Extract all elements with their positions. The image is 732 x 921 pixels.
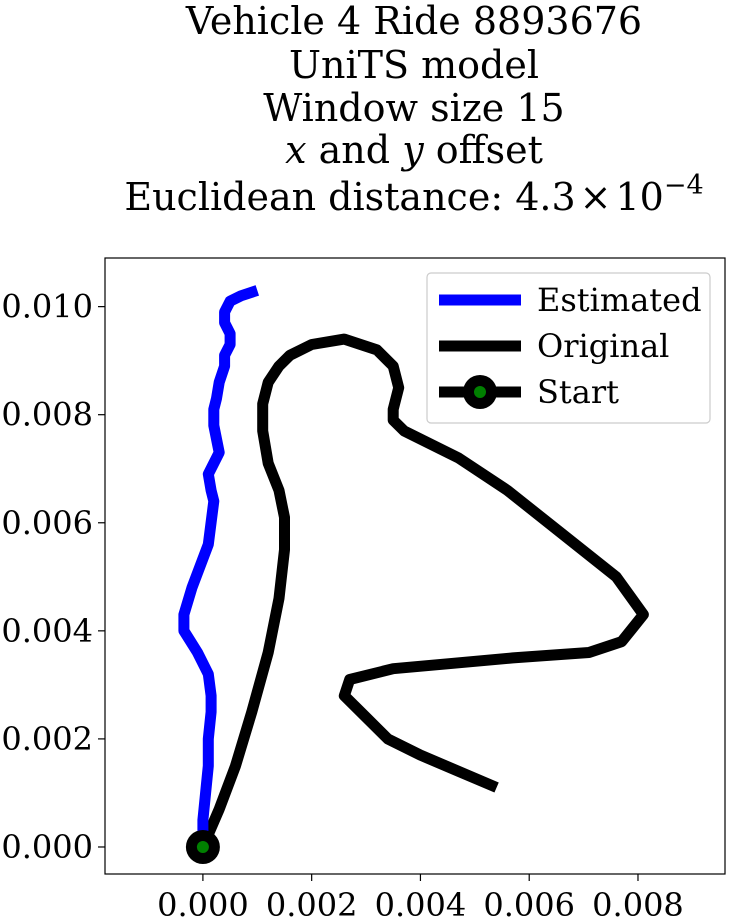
plot-frame xyxy=(104,257,726,875)
x-tick-label: 0.004 xyxy=(375,886,467,921)
series-line-original xyxy=(197,333,649,850)
legend-box xyxy=(426,272,711,424)
y-tick-label: 0.006 xyxy=(1,504,93,542)
marker-layer xyxy=(185,829,220,864)
legend: Estimated Original Start xyxy=(426,272,711,424)
start-marker-inner xyxy=(196,840,209,853)
title-distance-times: × xyxy=(580,175,612,219)
legend-label-estimated: Estimated xyxy=(537,281,702,319)
legend-marker-inner xyxy=(474,386,486,398)
title-offset-suffix: offset xyxy=(424,128,543,172)
chart-title: Vehicle 4 Ride 8893676 UniTS model Windo… xyxy=(124,0,703,219)
plot-area xyxy=(178,285,649,850)
x-tick-label: 0.000 xyxy=(157,886,249,921)
y-tick-label: 0.008 xyxy=(1,396,93,434)
legend-label-start: Start xyxy=(537,373,619,411)
title-line-2: UniTS model xyxy=(289,43,539,87)
title-x-var: x xyxy=(285,128,306,172)
series-line-estimated xyxy=(178,285,260,847)
title-line-3: Window size 15 xyxy=(263,86,564,130)
title-distance-mantissa: 4.3 xyxy=(515,175,575,219)
title-and-word: and xyxy=(307,128,403,172)
y-tick-label: 0.004 xyxy=(1,612,93,650)
title-y-var: y xyxy=(400,128,424,172)
title-line-5: Euclidean distance: 4.3 × 10−4 xyxy=(124,170,703,219)
x-axis: 0.000 0.002 0.004 0.006 0.008 xyxy=(157,874,684,921)
legend-label-original: Original xyxy=(537,327,669,365)
title-distance-exponent: −4 xyxy=(664,170,704,201)
title-distance-base: 10 xyxy=(615,175,663,219)
title-line-4: x and y offset xyxy=(285,128,543,172)
y-tick-label: 0.002 xyxy=(1,720,93,758)
title-line-1: Vehicle 4 Ride 8893676 xyxy=(185,0,642,43)
title-distance-prefix: Euclidean distance: xyxy=(124,175,515,219)
x-tick-label: 0.002 xyxy=(266,886,358,921)
x-tick-label: 0.008 xyxy=(592,886,684,921)
x-tick-label: 0.006 xyxy=(483,886,575,921)
y-tick-label: 0.000 xyxy=(1,828,93,866)
y-axis: 0.000 0.002 0.004 0.006 0.008 0.010 xyxy=(1,288,105,866)
y-tick-label: 0.010 xyxy=(1,288,93,326)
